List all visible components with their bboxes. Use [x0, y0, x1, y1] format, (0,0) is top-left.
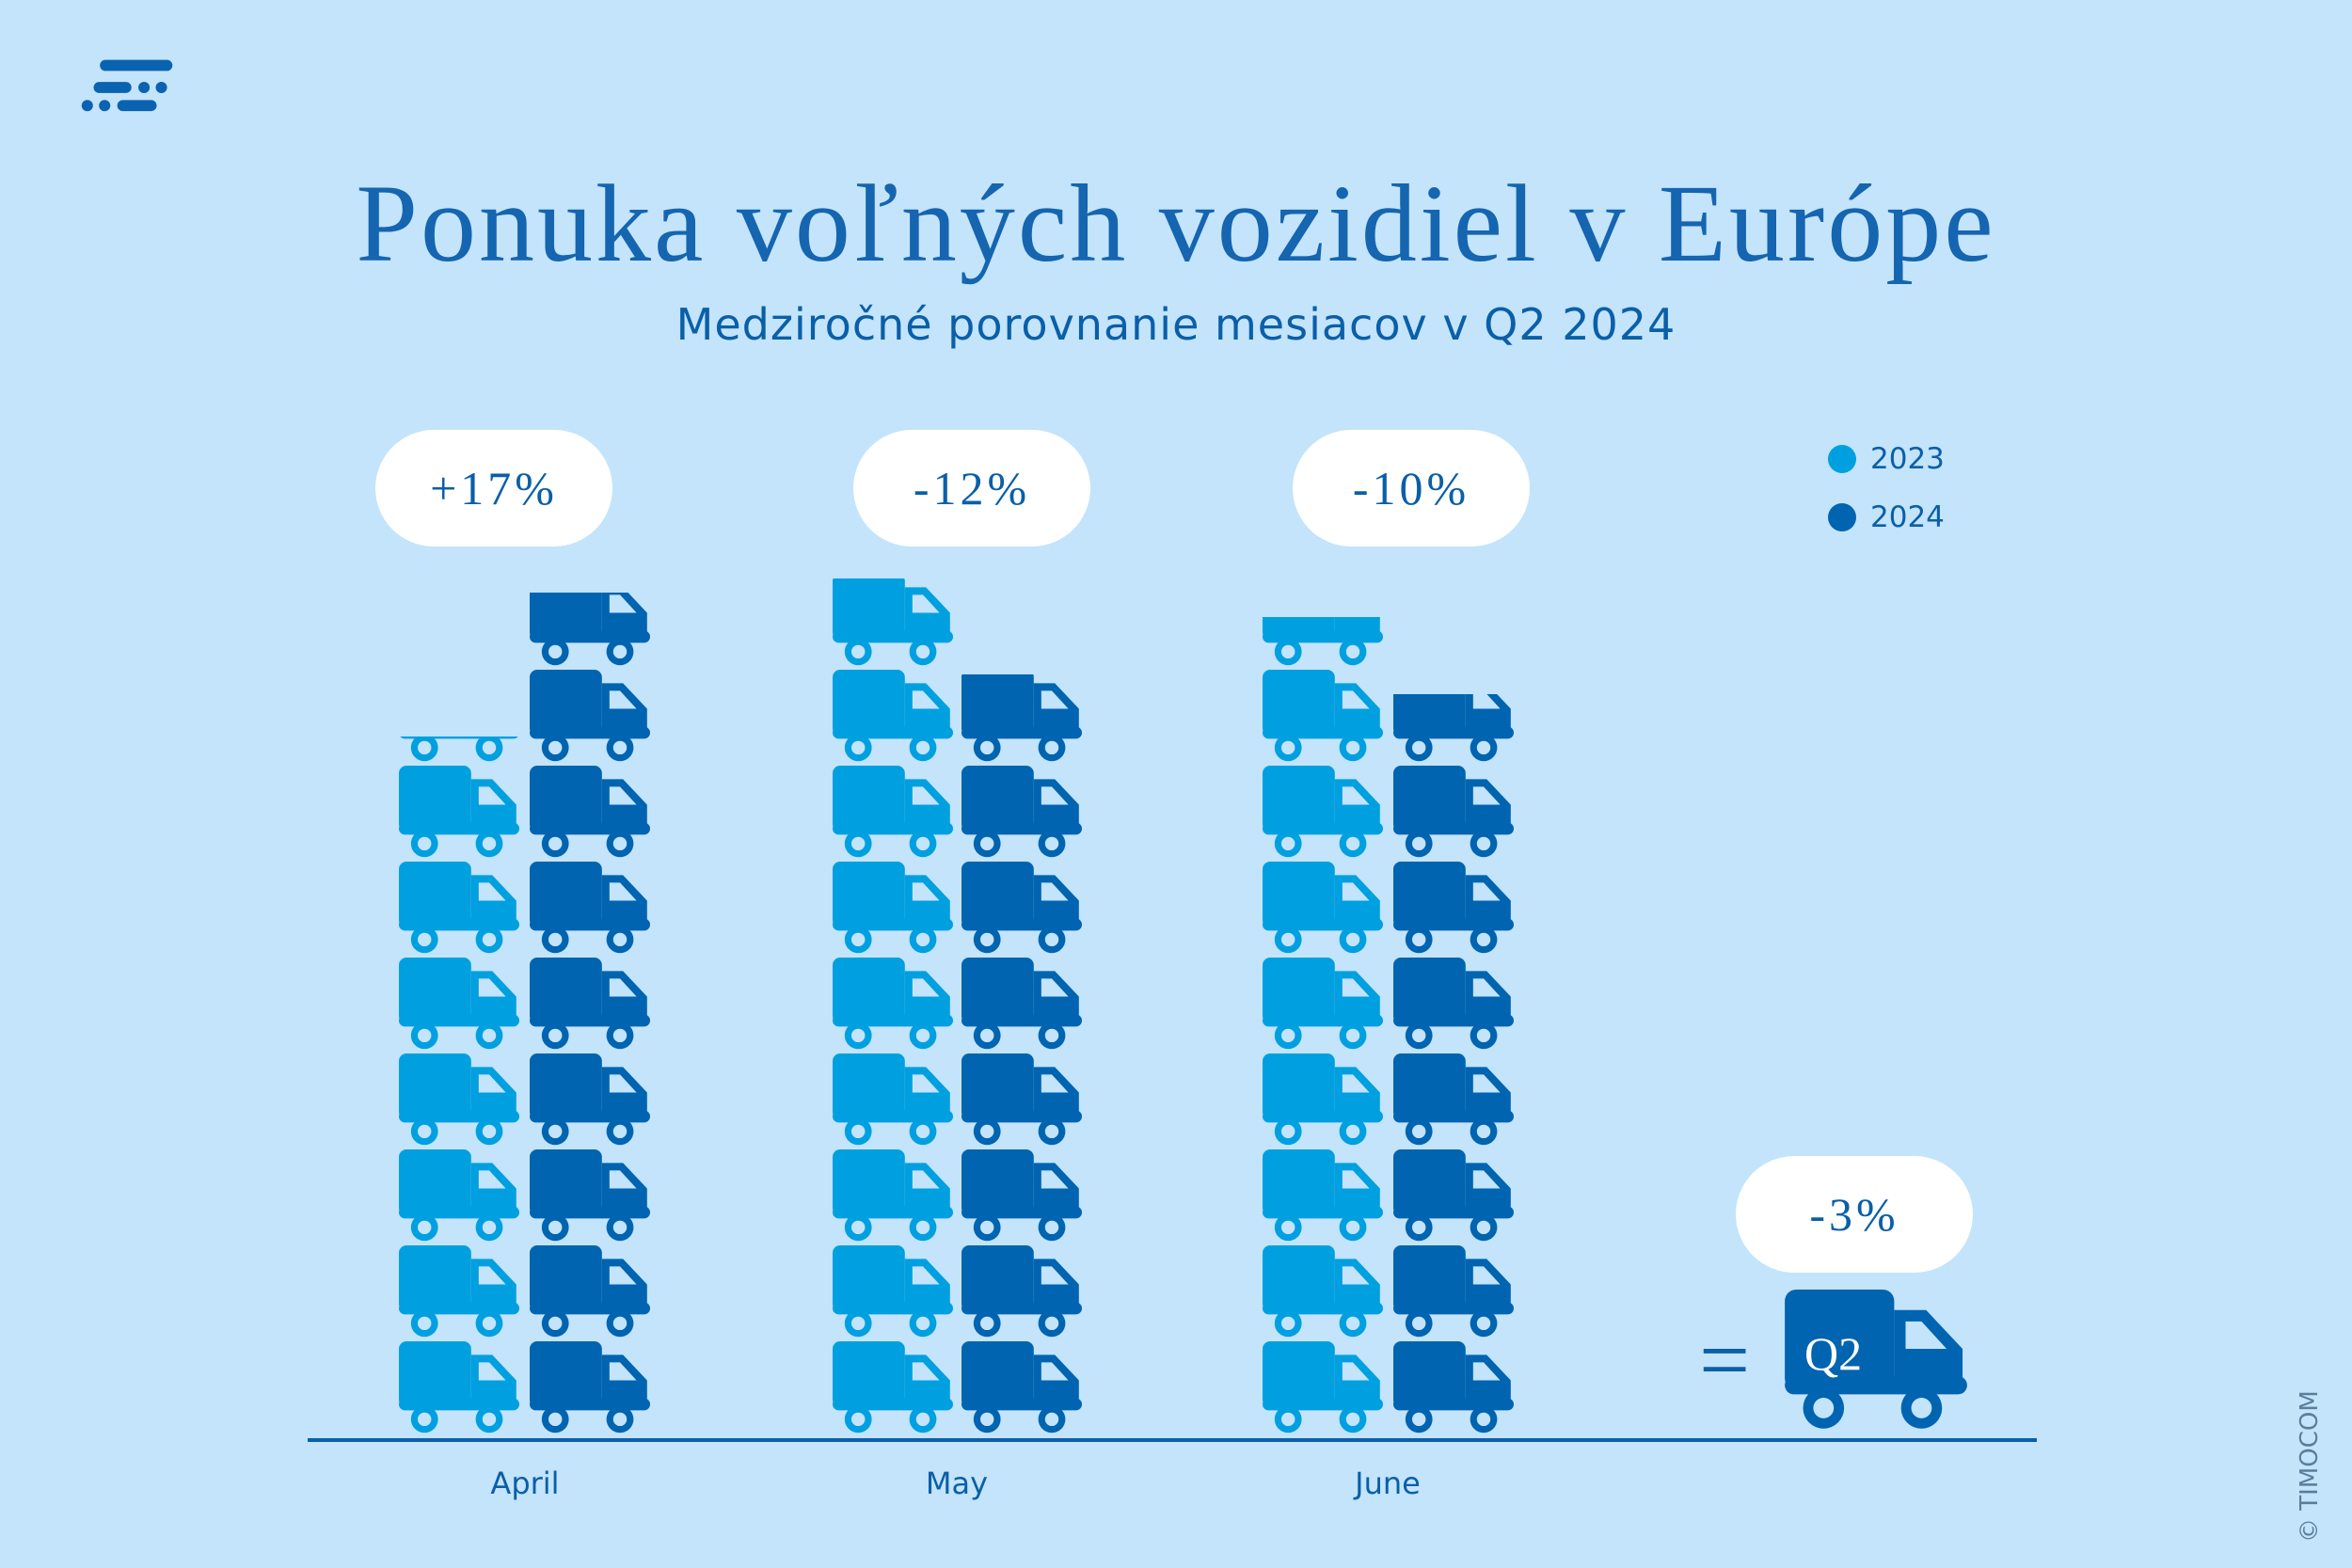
q2-label: Q2	[1804, 1327, 1863, 1380]
truck-icon	[833, 1244, 953, 1338]
truck-icon	[961, 957, 1082, 1050]
truck-icon	[833, 765, 953, 858]
truck-icon	[833, 669, 953, 762]
truck-icon	[399, 1053, 519, 1146]
truck-icon	[1393, 693, 1514, 762]
truck-icon	[1263, 957, 1383, 1050]
legend-dot-2023	[1828, 445, 1856, 473]
truck-icon	[530, 1053, 650, 1146]
change-label-may: -12%	[853, 430, 1090, 546]
truck-icon	[399, 957, 519, 1050]
truck-icon	[530, 1340, 650, 1433]
chart-title: Ponuka voľných vozidiel v Európe	[356, 162, 1996, 285]
truck-icon	[1263, 1244, 1383, 1338]
legend-label-2023: 2023	[1870, 442, 1945, 476]
truck-icon	[961, 1148, 1082, 1242]
truck-icon	[1263, 669, 1383, 762]
truck-icon	[399, 1244, 519, 1338]
bar-april-2023	[399, 736, 521, 1437]
truck-icon	[961, 1340, 1082, 1433]
change-label-april: +17%	[375, 430, 612, 546]
bar-june-2024	[1393, 693, 1516, 1438]
truck-icon	[1393, 1245, 1514, 1338]
copyright: © TIMOCOM	[2296, 1390, 2324, 1543]
truck-icon	[961, 674, 1082, 762]
legend-dot-2024	[1828, 503, 1856, 531]
truck-icon	[961, 765, 1082, 858]
truck-icon	[1393, 958, 1514, 1050]
truck-icon	[833, 957, 953, 1050]
truck-icon	[530, 669, 650, 762]
truck-icon	[1393, 862, 1514, 954]
truck-icon	[1393, 1053, 1514, 1146]
bar-april-2024	[530, 593, 652, 1437]
x-tick-april: April	[490, 1465, 560, 1501]
truck-icon	[1393, 1149, 1514, 1242]
change-label-june: -10%	[1293, 430, 1530, 546]
truck-icon	[961, 861, 1082, 954]
truck-icon	[961, 1053, 1082, 1146]
q2-truck-icon	[1785, 1290, 1967, 1429]
q2-change-label: -3%	[1736, 1156, 1973, 1273]
truck-icon	[530, 957, 650, 1050]
truck-icon	[833, 861, 953, 954]
truck-icon	[400, 736, 518, 762]
equals-sign: =	[1699, 1309, 1751, 1410]
truck-icon	[833, 1148, 953, 1242]
truck-icon	[399, 861, 519, 954]
legend-label-2024: 2024	[1870, 500, 1945, 534]
bar-may-2024	[961, 674, 1084, 1437]
bar-june-2023	[1263, 616, 1385, 1437]
truck-icon	[1263, 1340, 1383, 1433]
truck-icon	[399, 765, 519, 858]
truck-icon	[1263, 1148, 1383, 1242]
truck-icon	[399, 1148, 519, 1242]
truck-icon	[833, 1053, 953, 1146]
truck-icon	[1263, 861, 1383, 954]
truck-icon	[530, 1148, 650, 1242]
truck-icon	[1393, 1341, 1514, 1433]
truck-icon	[1263, 765, 1383, 858]
truck-icon	[530, 593, 650, 666]
truck-icon	[1393, 766, 1514, 858]
x-axis-line	[308, 1438, 2037, 1442]
x-tick-june: June	[1355, 1465, 1421, 1501]
truck-icon	[961, 1244, 1082, 1338]
bar-may-2023	[833, 578, 955, 1437]
truck-icon	[530, 765, 650, 858]
truck-icon	[1263, 616, 1383, 666]
chart-subtitle: Medziročné porovnanie mesiacov v Q2 2024	[675, 299, 1677, 350]
truck-icon	[833, 578, 953, 666]
x-tick-may: May	[925, 1465, 989, 1501]
truck-icon	[833, 1340, 953, 1433]
timocom-logo	[81, 59, 173, 112]
truck-icon	[399, 1340, 519, 1433]
truck-icon	[1263, 1053, 1383, 1146]
truck-icon	[530, 1244, 650, 1338]
truck-icon	[530, 861, 650, 954]
